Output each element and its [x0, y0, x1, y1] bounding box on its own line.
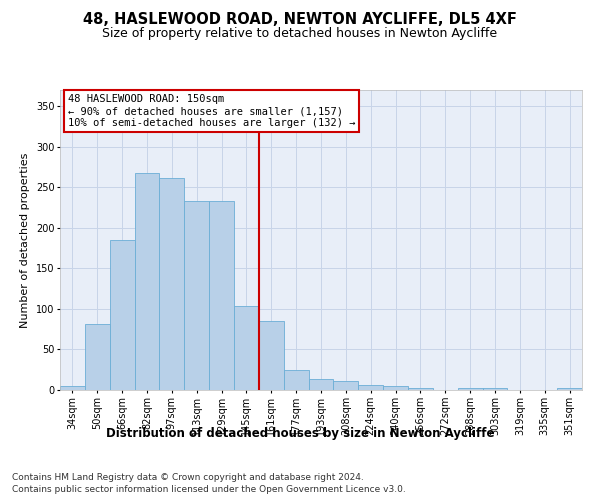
Bar [209, 201, 234, 390]
Bar [383, 386, 408, 390]
Text: Contains HM Land Registry data © Crown copyright and database right 2024.: Contains HM Land Registry data © Crown c… [12, 472, 364, 482]
Text: Size of property relative to detached houses in Newton Aycliffe: Size of property relative to detached ho… [103, 28, 497, 40]
Bar [85, 324, 110, 390]
Y-axis label: Number of detached properties: Number of detached properties [20, 152, 30, 328]
Bar [358, 385, 383, 390]
Bar [308, 380, 334, 390]
Bar [458, 388, 482, 390]
Bar [259, 321, 284, 390]
Bar [408, 388, 433, 390]
Text: Contains public sector information licensed under the Open Government Licence v3: Contains public sector information licen… [12, 485, 406, 494]
Bar [482, 388, 508, 390]
Bar [557, 388, 582, 390]
Bar [110, 240, 134, 390]
Text: 48, HASLEWOOD ROAD, NEWTON AYCLIFFE, DL5 4XF: 48, HASLEWOOD ROAD, NEWTON AYCLIFFE, DL5… [83, 12, 517, 28]
Text: 48 HASLEWOOD ROAD: 150sqm
← 90% of detached houses are smaller (1,157)
10% of se: 48 HASLEWOOD ROAD: 150sqm ← 90% of detac… [68, 94, 355, 128]
Bar [60, 386, 85, 390]
Text: Distribution of detached houses by size in Newton Aycliffe: Distribution of detached houses by size … [106, 428, 494, 440]
Bar [234, 306, 259, 390]
Bar [134, 172, 160, 390]
Bar [284, 370, 308, 390]
Bar [334, 381, 358, 390]
Bar [184, 201, 209, 390]
Bar [160, 178, 184, 390]
